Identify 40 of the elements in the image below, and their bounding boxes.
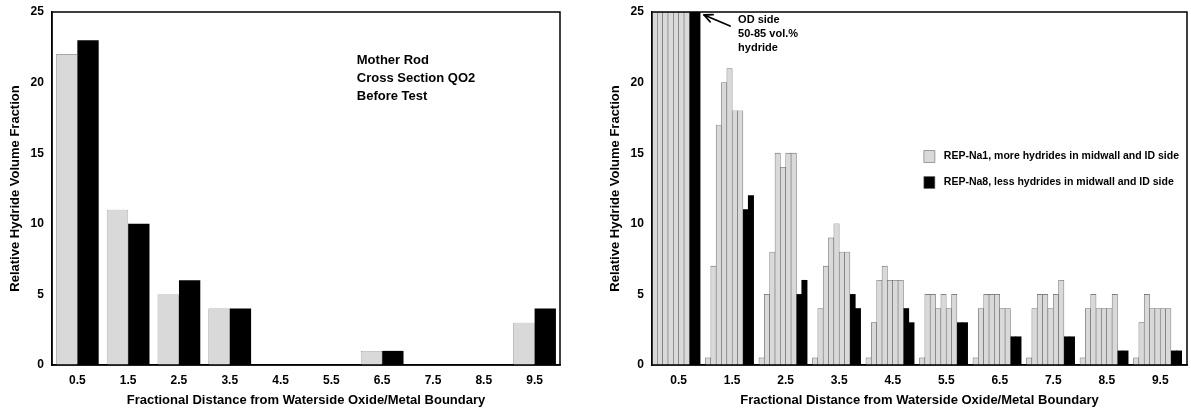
x-tick-label: 6.5 (991, 372, 1009, 387)
y-tick-label: 20 (30, 74, 45, 89)
legend-label: REP-Na1, more hydrides in midwall and ID side (943, 149, 1180, 162)
x-tick-label: 9.5 (1151, 372, 1169, 387)
y-tick-label: 25 (630, 4, 645, 19)
x-tick-label: 4.5 (884, 372, 902, 387)
annotation: OD side 50-85 vol.% hydride (738, 12, 799, 53)
x-tick-label: 6.5 (373, 372, 391, 387)
y-tick-label: 10 (630, 216, 645, 231)
y-tick-label: 0 (637, 357, 645, 372)
x-tick-label: 7.5 (424, 372, 442, 387)
y-tick-label: 5 (637, 286, 645, 301)
y-tick-label: 10 (30, 216, 45, 231)
y-tick-label: 5 (37, 286, 45, 301)
x-axis-title: Fractional Distance from Waterside Oxide/Metal Boundary (126, 391, 487, 407)
annotation: Mother Rod Cross Section QO2 Before Test (356, 52, 476, 104)
x-tick-label: 1.5 (119, 372, 137, 387)
y-axis-title: Relative Hydride Volume Fraction (7, 85, 23, 292)
y-tick-label: 25 (30, 4, 45, 19)
x-tick-label: 9.5 (526, 372, 544, 387)
x-tick-label: 8.5 (475, 372, 493, 387)
x-axis-title: Fractional Distance from Waterside Oxide/Metal Boundary (740, 391, 1100, 407)
x-tick-label: 7.5 (1044, 372, 1062, 387)
x-tick-label: 4.5 (272, 372, 290, 387)
y-tick-label: 0 (37, 357, 45, 372)
x-tick-label: 8.5 (1098, 372, 1116, 387)
legend-label: REP-Na8, less hydrides in midwall and ID side (943, 175, 1174, 188)
y-tick-label: 15 (30, 145, 45, 160)
x-tick-label: 3.5 (221, 372, 239, 387)
x-tick-label: 1.5 (723, 372, 741, 387)
y-axis-title: Relative Hydride Volume Fraction (607, 85, 623, 292)
x-tick-label: 0.5 (670, 372, 688, 387)
x-tick-label: 2.5 (170, 372, 188, 387)
x-tick-label: 3.5 (830, 372, 848, 387)
y-tick-label: 20 (630, 74, 645, 89)
x-tick-label: 2.5 (777, 372, 795, 387)
x-tick-label: 0.5 (69, 372, 87, 387)
x-tick-label: 5.5 (323, 372, 341, 387)
x-tick-label: 5.5 (937, 372, 955, 387)
y-tick-label: 15 (630, 145, 645, 160)
